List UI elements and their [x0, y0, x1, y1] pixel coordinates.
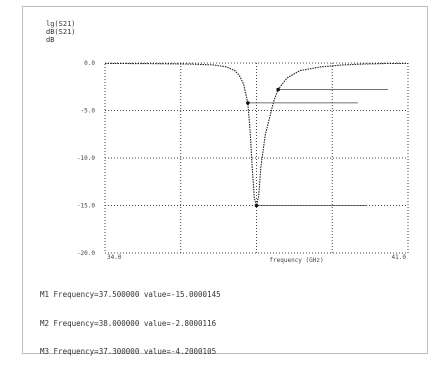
series [105, 62, 408, 208]
y-tick-label-2: -10.0 [77, 155, 95, 162]
marker-point-1 [254, 203, 259, 208]
marker-readout-2: M2 Frequency=38.000000 value=-2.8000116 [40, 318, 217, 328]
y-tick-label-4: -20.0 [77, 250, 95, 257]
corner-label-2: dB(S21) [46, 28, 76, 36]
x-axis-label: frequency (GHz) [269, 257, 323, 264]
y-tick-label-3: -15.0 [77, 203, 95, 210]
marker-point-3 [246, 101, 250, 105]
marker-readout-3: M3 Frequency=37.300000 value=-4.2000105 [40, 347, 217, 356]
corner-label-1: lg(S21) [46, 20, 76, 28]
corner-label-3: dB [46, 36, 55, 44]
marker-marks [246, 87, 389, 208]
y-tick-label-1: -5.0 [81, 108, 96, 115]
plot-border [104, 62, 409, 254]
marker-point-2 [276, 87, 280, 92]
axes [104, 62, 409, 254]
y-tick-label-0: 0.0 [84, 60, 95, 67]
series-line-0 [105, 62, 408, 208]
marker-readout-panel: M1 Frequency=37.500000 value=-15.0000145… [40, 271, 221, 366]
x-tick-label-start: 34.0 [107, 254, 122, 261]
grid [105, 62, 408, 254]
x-tick-label-end: 41.0 [392, 254, 407, 261]
marker-readout-1: M1 Frequency=37.500000 value=-15.0000145 [40, 290, 221, 299]
tick-labels: 0.0 -5.0 -10.0 -15.0 -20.0 34.0 41.0 frequency … [77, 60, 406, 264]
